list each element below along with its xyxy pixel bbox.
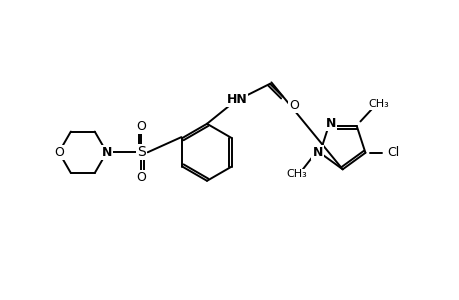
Text: N: N bbox=[325, 117, 336, 130]
Text: CH₃: CH₃ bbox=[285, 169, 306, 179]
Text: O: O bbox=[136, 121, 146, 134]
Text: Cl: Cl bbox=[386, 146, 398, 159]
Text: S: S bbox=[136, 145, 146, 159]
Text: CH₃: CH₃ bbox=[368, 99, 388, 110]
Text: N: N bbox=[312, 146, 322, 159]
Text: O: O bbox=[54, 146, 64, 159]
Text: N: N bbox=[101, 146, 112, 159]
Text: O: O bbox=[136, 171, 146, 184]
Text: HN: HN bbox=[226, 93, 247, 106]
Text: O: O bbox=[288, 99, 298, 112]
